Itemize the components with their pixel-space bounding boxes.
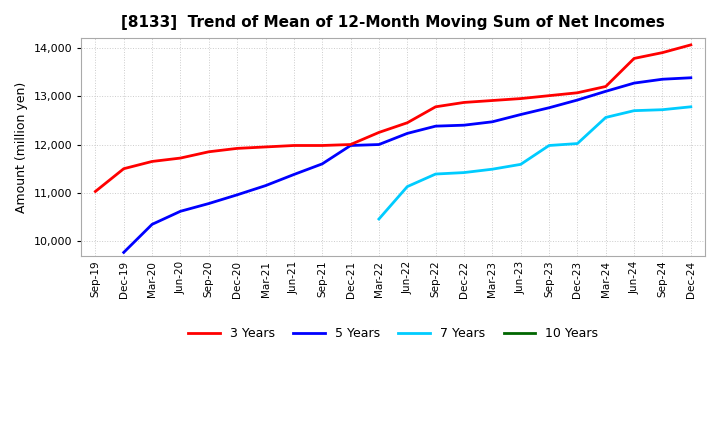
Y-axis label: Amount (million yen): Amount (million yen) [15,81,28,213]
Legend: 3 Years, 5 Years, 7 Years, 10 Years: 3 Years, 5 Years, 7 Years, 10 Years [184,323,603,345]
Title: [8133]  Trend of Mean of 12-Month Moving Sum of Net Incomes: [8133] Trend of Mean of 12-Month Moving … [121,15,665,30]
